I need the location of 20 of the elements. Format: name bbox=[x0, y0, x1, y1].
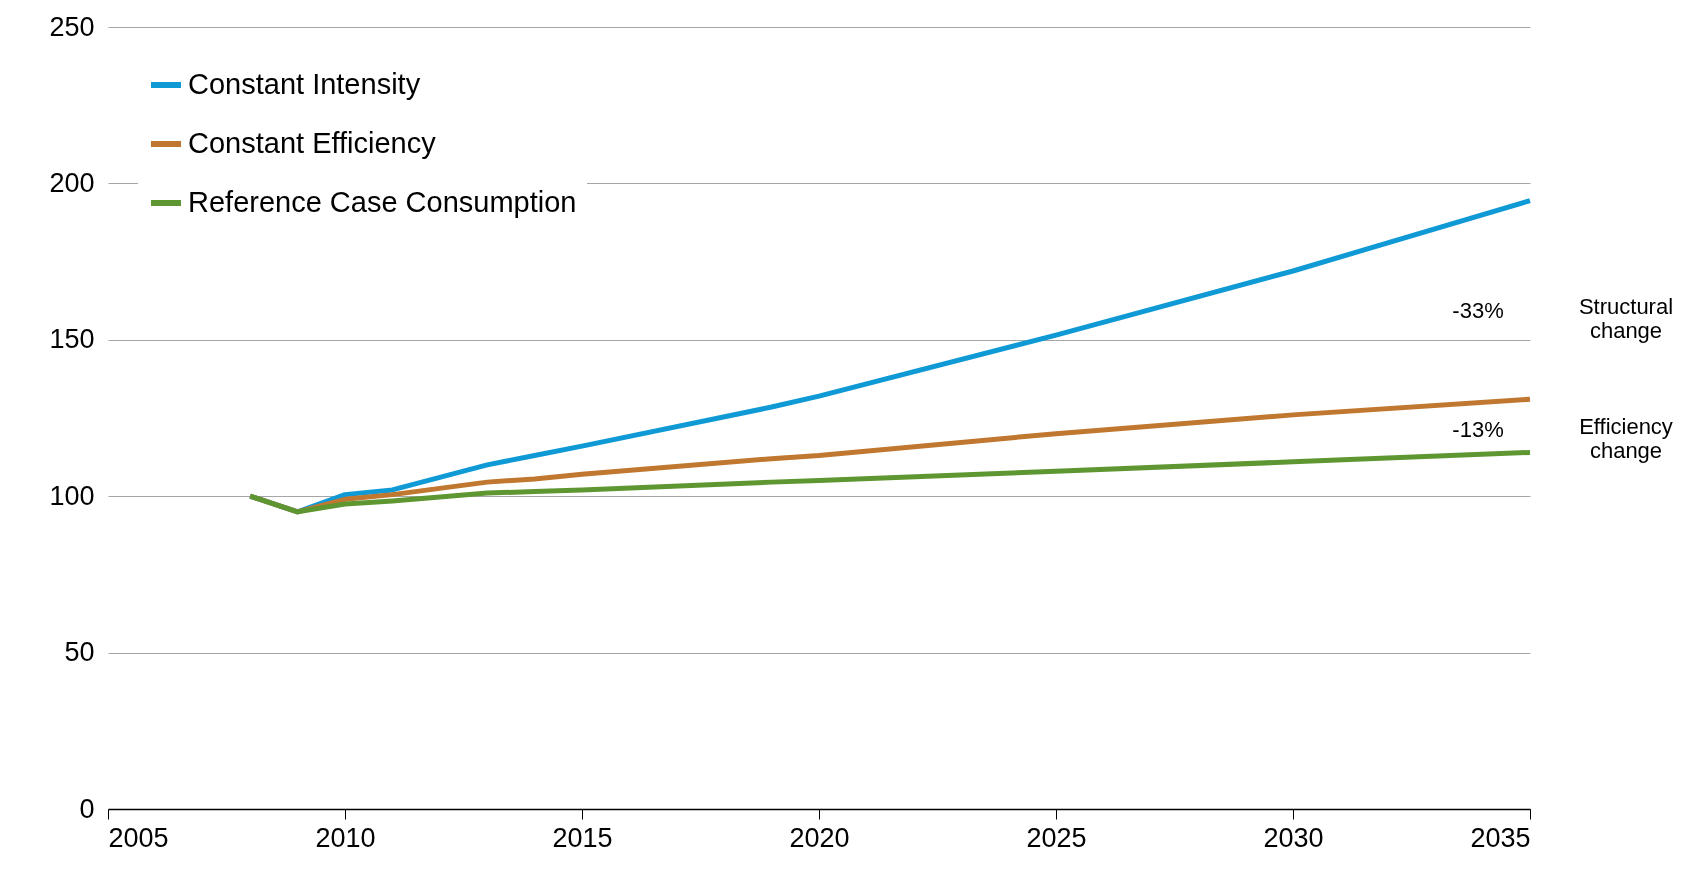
annotation: -13% bbox=[1452, 417, 1504, 442]
x-tick-label: 2020 bbox=[789, 822, 850, 853]
annotation: -33% bbox=[1452, 298, 1504, 323]
legend-label: Reference Case Consumption bbox=[188, 186, 577, 218]
y-tick-label: 250 bbox=[49, 11, 95, 42]
y-tick-label: 50 bbox=[64, 637, 95, 668]
x-tick-label: 2035 bbox=[1470, 822, 1531, 853]
text: Structural change bbox=[1578, 294, 1674, 343]
y-tick-label: 150 bbox=[49, 324, 95, 355]
legend-label: Constant Efficiency bbox=[188, 127, 437, 159]
text: Efficiency change bbox=[1579, 414, 1673, 463]
y-tick-label: 0 bbox=[79, 793, 95, 824]
x-tick-label: 2025 bbox=[1026, 822, 1087, 853]
legend-label: Constant Intensity bbox=[188, 68, 421, 100]
x-tick-label: 2005 bbox=[108, 822, 169, 853]
y-tick-label: 100 bbox=[49, 480, 95, 511]
x-tick-label: 2015 bbox=[552, 822, 613, 853]
x-tick-label: 2010 bbox=[315, 822, 376, 853]
y-tick-label: 200 bbox=[49, 167, 95, 198]
x-tick-label: 2030 bbox=[1263, 822, 1324, 853]
